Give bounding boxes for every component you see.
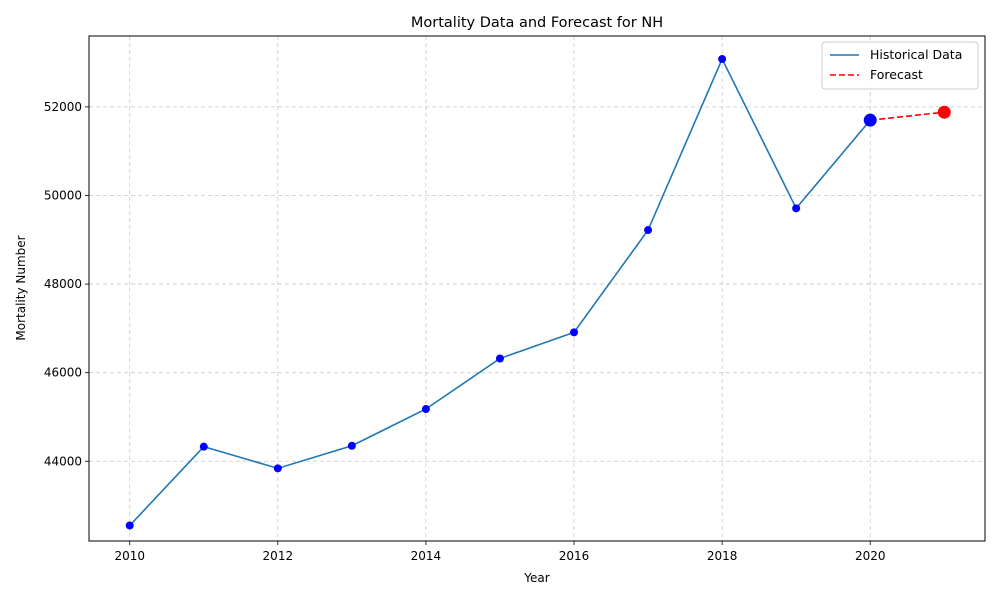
x-tick-label: 2010	[114, 549, 145, 563]
historical-point	[125, 521, 134, 530]
plot-frame	[88, 35, 986, 542]
historical-point	[718, 55, 727, 64]
forecast-point	[937, 105, 951, 119]
x-tick-label: 2016	[559, 549, 590, 563]
historical-line	[129, 57, 871, 527]
legend-box	[821, 41, 979, 90]
historical-point	[347, 441, 356, 450]
last-historical-point	[863, 113, 877, 127]
x-tick-label: 2014	[411, 549, 442, 563]
historical-point	[495, 354, 504, 363]
legend-label: Forecast	[870, 67, 923, 82]
forecast-line	[870, 111, 945, 121]
legend-label: Historical Data	[870, 47, 962, 62]
historical-point	[199, 442, 208, 451]
y-tick-label: 46000	[44, 366, 82, 380]
historical-point	[570, 328, 579, 337]
historical-point	[421, 404, 430, 413]
y-tick-label: 52000	[44, 100, 82, 114]
x-tick-label: 2020	[855, 549, 886, 563]
historical-point	[792, 204, 801, 213]
historical-point	[644, 226, 653, 235]
legend: Historical Data Forecast	[821, 41, 979, 90]
y-tick-label: 50000	[44, 188, 82, 202]
x-axis-label: Year	[523, 571, 549, 585]
x-tick-label: 2018	[707, 549, 738, 563]
y-tick-label: 44000	[44, 454, 82, 468]
axis-ticks: 2010 2012 2014 2016 2018 2020 44000 46000 48000 5…	[44, 100, 886, 563]
series-layer	[125, 55, 951, 530]
x-tick-label: 2012	[263, 549, 294, 563]
y-tick-label: 48000	[44, 277, 82, 291]
chart-title: Mortality Data and Forecast for NH	[411, 15, 663, 31]
grid	[89, 36, 985, 541]
y-axis-label: Mortality Number	[14, 235, 28, 340]
historical-point	[273, 464, 282, 473]
